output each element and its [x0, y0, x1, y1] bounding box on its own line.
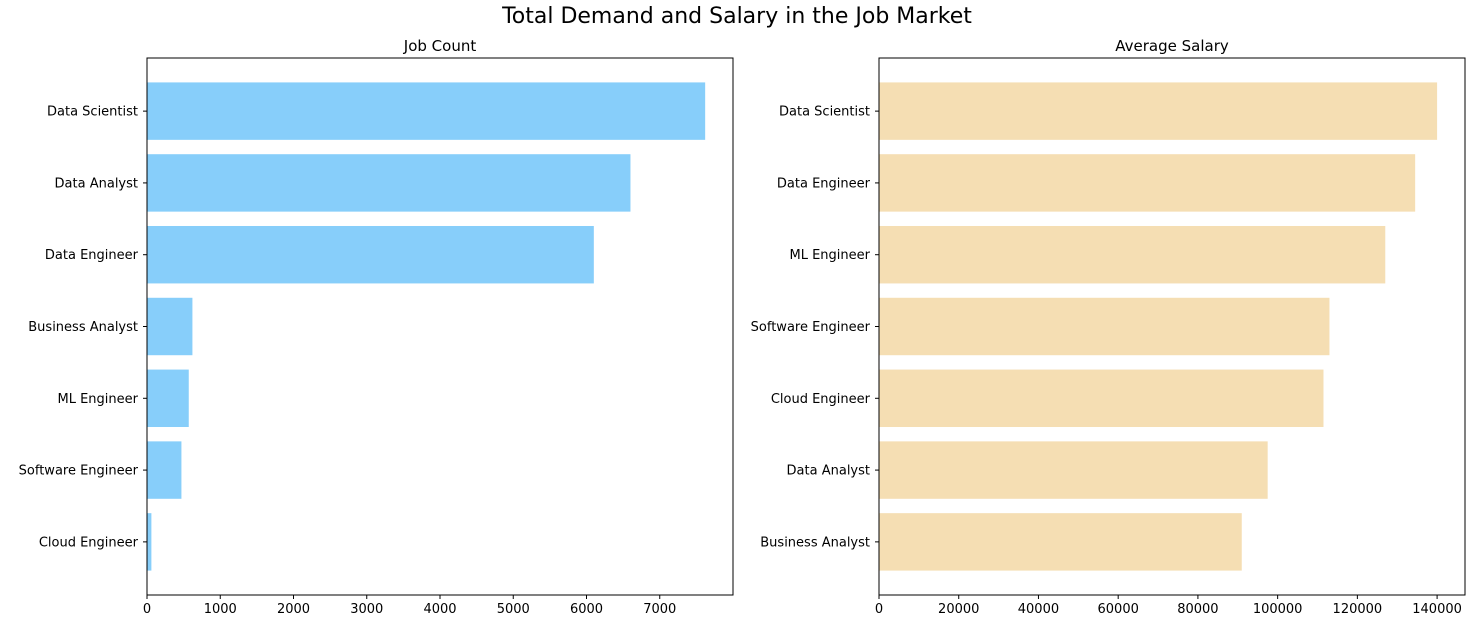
y-tick-label: Business Analyst — [28, 320, 138, 335]
bar-data-engineer — [879, 154, 1416, 212]
y-tick-label: Data Analyst — [55, 176, 138, 191]
x-tick-label: 1000 — [204, 602, 237, 617]
y-tick-label: Data Scientist — [47, 105, 138, 120]
bar-data-analyst — [147, 154, 631, 212]
y-tick-label: Cloud Engineer — [771, 392, 871, 407]
axes-frame — [878, 57, 1466, 596]
bar-software-engineer — [879, 297, 1330, 356]
bar-cloud-engineer — [147, 513, 152, 571]
x-tick-label: 0 — [875, 602, 883, 617]
bar-data-scientist — [879, 82, 1438, 140]
x-tick-label: 100000 — [1253, 602, 1303, 617]
bar-data-engineer — [147, 225, 594, 284]
subplot-title: Job Count — [403, 37, 477, 55]
average-salary-chart: Data Scientist Data Engineer ML Engineer So… — [751, 37, 1466, 617]
x-tick-label: 6000 — [570, 602, 603, 617]
y-tick-label: Cloud Engineer — [39, 535, 139, 550]
bar-ml-engineer — [879, 225, 1386, 284]
bar-cloud-engineer — [879, 369, 1324, 428]
figure-title: Total Demand and Salary in the Job Marke… — [502, 4, 972, 29]
job-count-chart: Data Scientist Data Analyst Data Engineer B… — [19, 37, 734, 617]
y-tick-label: Data Analyst — [787, 464, 870, 479]
y-tick-label: ML Engineer — [790, 248, 871, 263]
x-tick-label: 60000 — [1098, 602, 1139, 617]
subplot-title: Average Salary — [1115, 37, 1229, 55]
x-tick-label: 80000 — [1177, 602, 1218, 617]
y-tick-label: Data Engineer — [777, 176, 871, 191]
x-tick-label: 0 — [143, 602, 151, 617]
y-tick-label: Data Scientist — [779, 105, 870, 120]
bar-ml-engineer — [147, 369, 189, 428]
bar-business-analyst — [879, 513, 1242, 571]
bar-business-analyst — [147, 297, 193, 356]
x-tick-label: 4000 — [423, 602, 456, 617]
x-tick-label: 120000 — [1333, 602, 1383, 617]
bar-data-scientist — [147, 82, 706, 140]
x-tick-label: 40000 — [1018, 602, 1059, 617]
y-tick-label: Software Engineer — [751, 320, 871, 335]
bar-software-engineer — [147, 441, 182, 499]
bar-data-analyst — [879, 441, 1268, 499]
y-tick-label: Software Engineer — [19, 464, 139, 479]
x-tick-label: 20000 — [938, 602, 979, 617]
y-tick-label: Data Engineer — [45, 248, 139, 263]
y-tick-label: ML Engineer — [58, 392, 139, 407]
x-tick-label: 5000 — [497, 602, 530, 617]
x-tick-label: 2000 — [277, 602, 310, 617]
y-tick-label: Business Analyst — [760, 535, 870, 550]
x-tick-label: 140000 — [1412, 602, 1462, 617]
x-tick-label: 3000 — [350, 602, 383, 617]
x-tick-label: 7000 — [643, 602, 676, 617]
